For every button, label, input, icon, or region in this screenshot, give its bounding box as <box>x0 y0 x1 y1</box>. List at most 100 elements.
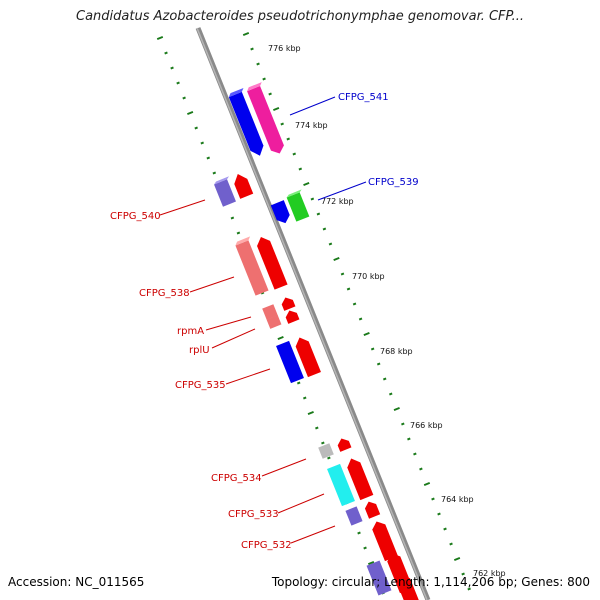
minor-tick <box>176 81 180 85</box>
minor-tick <box>322 227 327 231</box>
minor-tick <box>370 347 375 351</box>
gene-rpma-companion[interactable] <box>280 295 296 311</box>
gene-cfpg-533[interactable] <box>327 463 355 507</box>
tick-label-766: 766 kbp <box>410 421 443 430</box>
inner-major-tick <box>156 35 164 41</box>
minor-tick <box>206 156 211 160</box>
tick-label-772: 772 kbp <box>321 197 354 206</box>
tick-label-764: 764 kbp <box>441 495 474 504</box>
label-rplu[interactable]: rplU <box>189 345 210 356</box>
minor-tick <box>376 362 381 366</box>
gene-cfpg-539[interactable] <box>270 200 292 226</box>
minor-tick <box>170 66 174 70</box>
minor-tick <box>407 437 411 441</box>
label-cfpg-539[interactable]: CFPG_539 <box>368 177 419 188</box>
minor-tick <box>292 152 297 156</box>
minor-tick <box>352 302 357 306</box>
tick-labels: 776 kbp 774 kbp 772 kbp 770 kbp 768 kbp … <box>268 44 506 578</box>
tick-label-762: 762 kbp <box>473 569 506 578</box>
minor-tick <box>250 47 254 51</box>
minor-tick <box>230 216 235 220</box>
minor-tick <box>194 126 198 130</box>
gene-cfpg-535-companion[interactable] <box>293 335 321 378</box>
gene-cfpg-533-lower-companion[interactable] <box>363 499 381 519</box>
gene-cfpg-535[interactable] <box>276 340 304 384</box>
gene-cfpg-540[interactable] <box>213 176 238 207</box>
gene-bottom-red-2[interactable] <box>395 573 422 600</box>
outer-major-tick <box>242 31 250 37</box>
gene-cfpg-540-companion[interactable] <box>231 171 254 199</box>
genes <box>213 82 422 600</box>
label-cfpg-533[interactable]: CFPG_533 <box>228 509 279 520</box>
outer-major-tick <box>423 481 431 487</box>
gene-cfpg-532[interactable] <box>370 519 398 562</box>
label-cfpg-534[interactable]: CFPG_534 <box>211 473 262 484</box>
minor-tick <box>327 456 331 460</box>
gene-cfpg-533-lower[interactable] <box>345 506 363 526</box>
minor-tick <box>363 546 367 550</box>
label-cfpg-541[interactable]: CFPG_541 <box>338 92 389 103</box>
inner-major-tick <box>277 335 284 341</box>
minor-tick <box>260 291 265 295</box>
label-cfpg-535[interactable]: CFPG_535 <box>175 380 226 391</box>
gene-cfpg-534-companion[interactable] <box>336 436 352 452</box>
topology-text: Topology: circular; Length: 1,114,206 bp… <box>271 575 590 589</box>
minor-tick <box>296 381 301 385</box>
outer-major-tick <box>393 406 400 412</box>
minor-tick <box>358 317 363 321</box>
minor-tick <box>236 231 241 235</box>
minor-tick <box>443 527 447 531</box>
gene-callouts: CFPG_541 CFPG_539 CFPG_540 CFPG_538 rpmA… <box>110 92 419 551</box>
minor-tick <box>413 452 417 456</box>
minor-tick <box>315 426 319 430</box>
tick-label-770: 770 kbp <box>352 272 385 281</box>
gene-cfpg-539-companion[interactable] <box>286 189 312 222</box>
gene-rplu-companion[interactable] <box>284 308 300 324</box>
minor-tick <box>346 287 351 291</box>
minor-tick <box>280 122 284 126</box>
gene-cfpg-533-companion[interactable] <box>345 456 374 501</box>
outer-major-tick <box>363 331 370 337</box>
gene-cfpg-541[interactable] <box>228 87 270 158</box>
map-title: Candidatus Azobacteroides pseudotrichony… <box>76 9 524 24</box>
gene-rplu[interactable] <box>266 315 282 329</box>
tick-label-776: 776 kbp <box>268 44 301 53</box>
inner-major-tick <box>307 410 314 416</box>
inner-major-tick <box>187 110 194 116</box>
minor-tick <box>316 212 321 216</box>
minor-tick <box>340 272 345 276</box>
outer-major-tick <box>273 106 280 112</box>
minor-tick <box>382 377 387 381</box>
inner-major-tick <box>367 560 375 566</box>
minor-tick <box>328 242 333 246</box>
accession-text: Accession: NC_011565 <box>8 575 145 589</box>
minor-tick <box>298 167 303 171</box>
label-cfpg-540[interactable]: CFPG_540 <box>110 211 161 222</box>
minor-tick <box>388 392 393 396</box>
gene-cfpg-538[interactable] <box>234 236 271 296</box>
gene-cfpg-534[interactable] <box>318 443 334 459</box>
minor-tick <box>182 96 186 100</box>
minor-tick <box>449 542 453 546</box>
minor-tick <box>310 197 315 201</box>
minor-tick <box>419 467 423 471</box>
gene-bottom-purple[interactable] <box>366 560 392 596</box>
gene-cfpg-538-companion[interactable] <box>254 234 288 290</box>
minor-tick <box>437 512 441 516</box>
label-cfpg-532[interactable]: CFPG_532 <box>241 540 292 551</box>
minor-tick <box>268 92 272 96</box>
label-cfpg-538[interactable]: CFPG_538 <box>139 288 190 299</box>
gene-cfpg-541-companion[interactable] <box>246 82 289 156</box>
minor-tick <box>164 51 168 55</box>
gene-rpma[interactable] <box>262 304 278 320</box>
minor-tick <box>212 171 217 175</box>
outer-major-tick <box>333 256 340 262</box>
minor-tick <box>262 77 266 81</box>
outer-tick-track <box>242 31 471 591</box>
outer-major-tick <box>303 181 310 187</box>
minor-tick <box>302 396 307 400</box>
label-rpma[interactable]: rpmA <box>177 326 204 337</box>
minor-tick <box>467 587 471 591</box>
genome-backbone <box>195 27 431 600</box>
